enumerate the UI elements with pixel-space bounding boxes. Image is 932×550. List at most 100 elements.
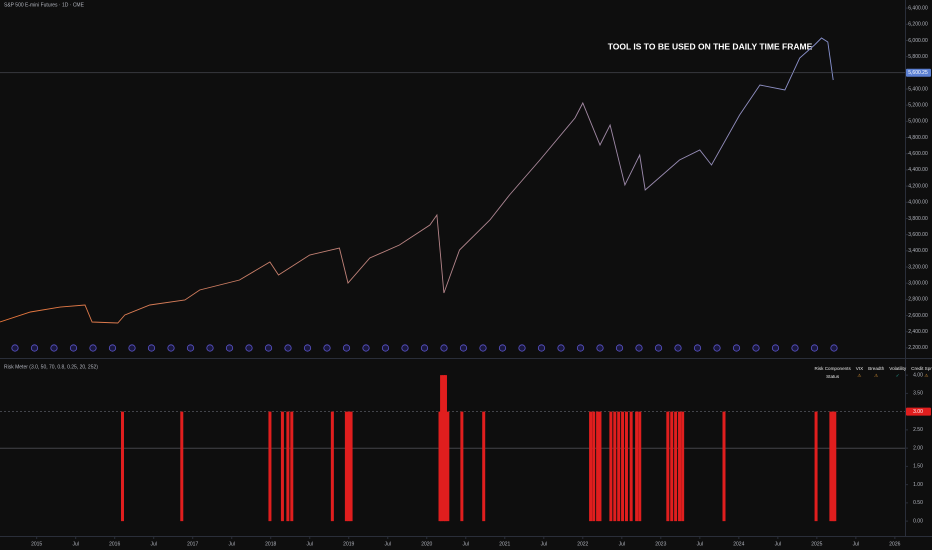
- y-tick-label: 2.50: [913, 427, 923, 433]
- price-line: [0, 37, 834, 324]
- y-tick-label: 2,800.00: [908, 297, 928, 303]
- risk-bar: [609, 411, 613, 522]
- y-tick-label: 4,200.00: [908, 183, 928, 189]
- table-cell: ✓: [895, 373, 900, 378]
- event-marker: [342, 344, 351, 352]
- event-marker: [732, 344, 741, 352]
- risk-bar: [438, 411, 442, 522]
- table-cell: Breadth: [868, 366, 885, 371]
- y-tick-label: 4,800.00: [908, 135, 928, 141]
- risk-bar: [589, 411, 593, 522]
- risk-bar: [290, 411, 294, 522]
- risk-bar: [598, 411, 602, 522]
- table-cell: ⚠: [874, 373, 879, 378]
- risk-bar: [833, 411, 837, 522]
- x-tick-label: 2022: [577, 541, 588, 547]
- y-tick-label: 3,000.00: [908, 281, 928, 287]
- x-tick-label: Jul: [229, 541, 235, 547]
- x-tick-label: 2026: [889, 541, 900, 547]
- event-marker: [167, 344, 175, 352]
- event-marker: [771, 344, 780, 352]
- x-tick-label: Jul: [853, 541, 859, 547]
- event-marker: [440, 344, 448, 352]
- y-tick-label: 5,000.00: [908, 119, 928, 125]
- risk-bar: [635, 411, 639, 522]
- event-marker: [615, 344, 624, 352]
- event-marker: [401, 344, 409, 352]
- risk-bar: [617, 411, 621, 522]
- event-marker: [11, 344, 19, 352]
- x-tick-label: 2023: [655, 541, 666, 547]
- y-tick-label: 3,600.00: [908, 232, 928, 238]
- event-marker: [498, 344, 507, 352]
- y-tick-label: 4,000.00: [908, 200, 928, 206]
- event-marker: [635, 344, 643, 352]
- x-tick-label: 2016: [109, 541, 120, 547]
- risk-bar: [268, 411, 272, 522]
- event-marker: [128, 344, 136, 352]
- risk-bar: [621, 411, 625, 522]
- risk-bar: [831, 411, 835, 522]
- event-marker: [674, 344, 682, 352]
- y-tick-label: 4.00: [913, 372, 923, 378]
- y-tick-label: 3.50: [913, 391, 923, 397]
- y-tick-label: 6,200.00: [908, 22, 928, 28]
- x-tick-label: Jul: [463, 541, 469, 547]
- event-marker: [713, 344, 721, 352]
- y-tick-label: 5,800.00: [908, 54, 928, 60]
- y-tick-label: 6,000.00: [908, 38, 928, 44]
- y-tick-label: 1.50: [913, 464, 923, 470]
- event-marker: [576, 344, 585, 352]
- y-tick-label: 1.00: [913, 482, 923, 488]
- event-marker: [30, 344, 39, 352]
- x-tick-label: Jul: [385, 541, 391, 547]
- event-marker: [791, 344, 799, 352]
- risk-bar: [349, 411, 353, 522]
- risk-bar: [722, 411, 726, 522]
- event-marker: [479, 344, 487, 352]
- risk-bar: [180, 411, 184, 522]
- table-row: Status ⚠ ⚠ ✓ ⚠: [812, 372, 932, 380]
- y-tick-label: 3,200.00: [908, 264, 928, 270]
- y-tick-label: 0.00: [913, 518, 923, 524]
- risk-bar: [666, 411, 670, 522]
- x-tick-label: 2017: [187, 541, 198, 547]
- event-marker: [323, 344, 331, 352]
- risk-bar: [681, 411, 685, 522]
- event-marker: [693, 344, 702, 352]
- y-tick-label: 2,400.00: [908, 329, 928, 335]
- event-marker: [69, 344, 78, 352]
- symbol-title: S&P 500 E-mini Futures · 1D · CME: [4, 2, 85, 8]
- risk-bar: [460, 411, 464, 522]
- x-tick-label: 2021: [499, 541, 510, 547]
- x-tick-label: Jul: [72, 541, 78, 547]
- x-tick-label: Jul: [775, 541, 781, 547]
- status-table: Risk Components VIX Breadth Volatility Credi…: [812, 365, 932, 380]
- x-tick-label: Jul: [619, 541, 625, 547]
- event-marker: [381, 344, 390, 352]
- risk-bar: [446, 411, 450, 522]
- risk-bar: [814, 411, 818, 522]
- event-marker: [362, 344, 370, 352]
- risk-bar: [613, 411, 617, 522]
- risk-bar: [678, 411, 682, 522]
- event-marker: [557, 344, 565, 352]
- x-tick-label: 2019: [343, 541, 354, 547]
- current-value-badge: [906, 68, 931, 77]
- risk-bar: [286, 411, 290, 522]
- x-tick-label: Jul: [541, 541, 547, 547]
- table-cell: ⚠: [924, 373, 929, 378]
- event-marker: [596, 344, 604, 352]
- event-marker: [830, 344, 838, 352]
- risk-bar: [440, 375, 444, 522]
- event-marker: [108, 344, 117, 352]
- event-marker: [89, 344, 97, 352]
- risk-bar: [624, 411, 628, 522]
- y-tick-label: 2,200.00: [908, 345, 928, 351]
- event-marker: [752, 344, 760, 352]
- y-tick-label: 6,400.00: [908, 5, 928, 11]
- y-tick-label: 2.00: [913, 445, 923, 451]
- event-marker: [459, 344, 468, 352]
- x-tick-label: Jul: [697, 541, 703, 547]
